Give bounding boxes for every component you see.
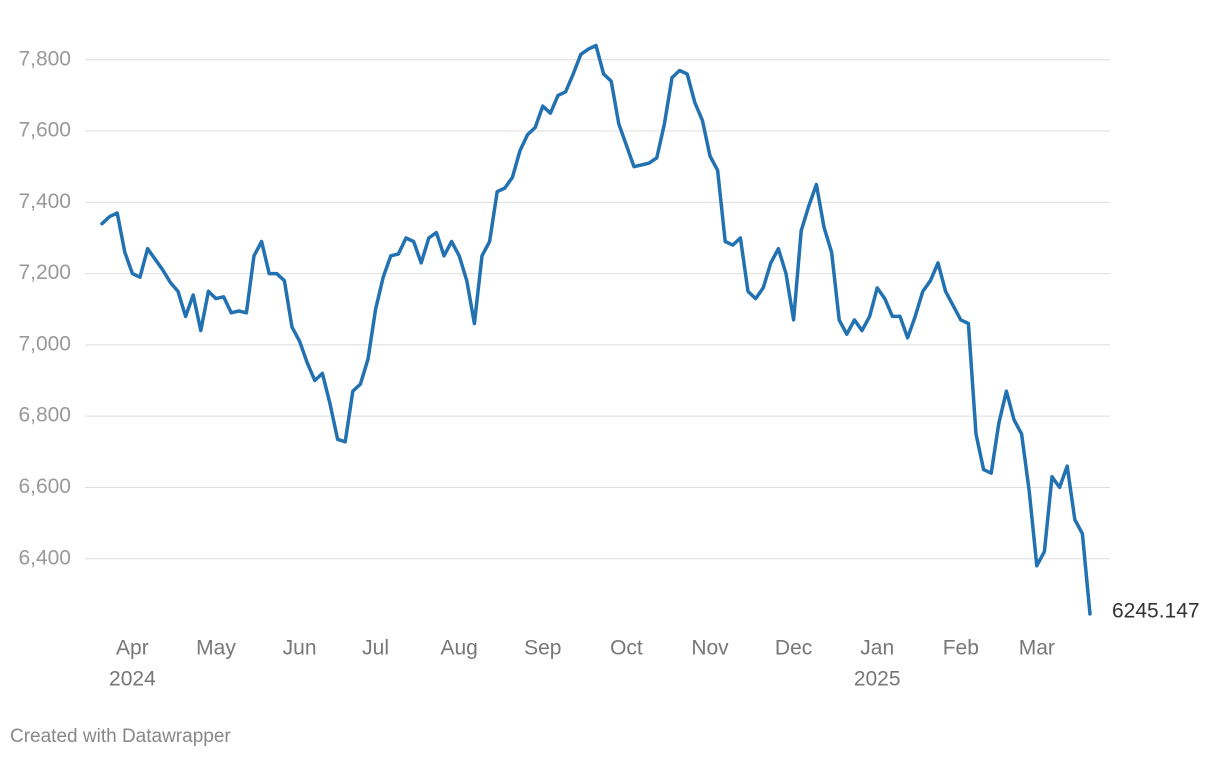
x-tick-label: Oct bbox=[610, 637, 643, 660]
x-tick-label: Jun bbox=[283, 637, 317, 660]
x-year-label: 2024 bbox=[109, 668, 156, 691]
x-tick-label: Apr bbox=[116, 637, 149, 660]
y-tick-label: 6,400 bbox=[18, 546, 71, 569]
line bbox=[100, 43, 1092, 616]
x-year-label: 2025 bbox=[854, 668, 901, 691]
x-tick-label: Aug bbox=[441, 637, 478, 660]
y-tick-label: 7,600 bbox=[18, 119, 71, 142]
x-tick-label: Feb bbox=[943, 637, 979, 660]
x-tick-label: Sep bbox=[524, 637, 561, 660]
x-tick-label: May bbox=[196, 637, 236, 660]
x-tick-label: Jan bbox=[860, 637, 894, 660]
x-tick-label: Mar bbox=[1019, 637, 1055, 660]
y-tick-label: 7,400 bbox=[18, 190, 71, 213]
y-tick-label: 7,000 bbox=[18, 332, 71, 355]
credit: Created with Datawrapper bbox=[10, 726, 231, 747]
y-tick-label: 7,200 bbox=[18, 261, 71, 284]
x-tick-label: Jul bbox=[362, 637, 389, 660]
y-tick-label: 7,800 bbox=[18, 47, 71, 70]
last-value-label: 6245.147 bbox=[1112, 599, 1200, 622]
x-tick-label: Dec bbox=[775, 637, 812, 660]
y-tick-label: 6,800 bbox=[18, 404, 71, 427]
y-tick-label: 6,600 bbox=[18, 475, 71, 498]
x-tick-label: Nov bbox=[691, 637, 729, 660]
